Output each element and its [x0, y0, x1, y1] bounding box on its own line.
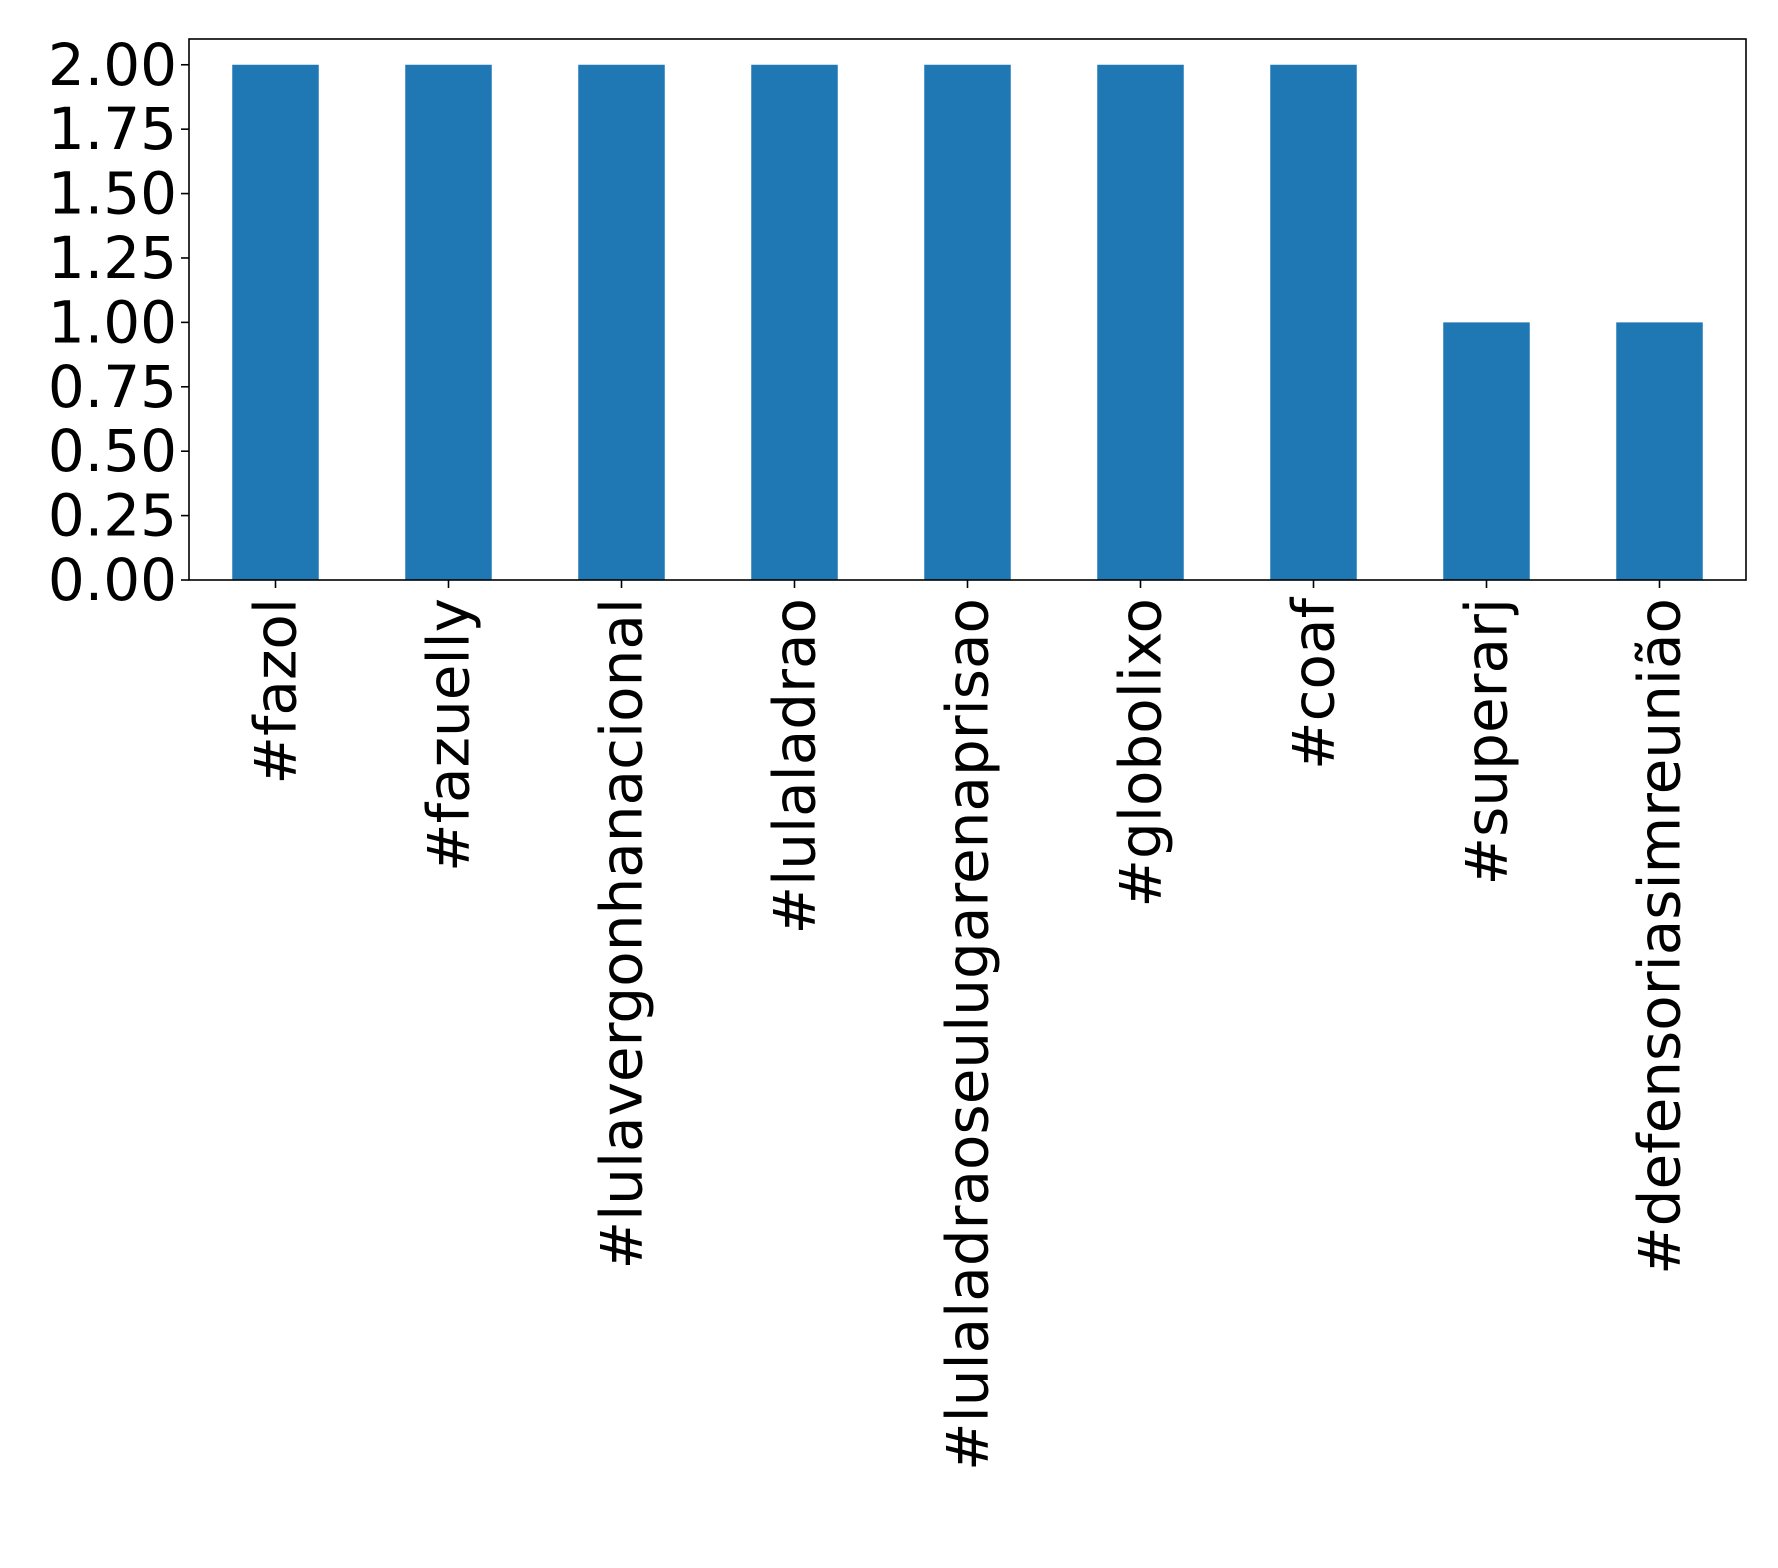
- y-tick-label-2: 0.50: [48, 417, 177, 485]
- x-axis: #fazol #fazuelly #lulavergonhanacional #lul…: [242, 580, 1694, 1471]
- x-tick-label-0: #fazol: [242, 598, 310, 785]
- bar-5: [1097, 64, 1184, 580]
- y-tick-label-8: 2.00: [48, 31, 177, 99]
- x-tick-label-1: #fazuelly: [415, 598, 483, 872]
- bar-3: [751, 64, 838, 580]
- bar-1: [405, 64, 492, 580]
- x-tick-label-2: #lulavergonhanacional: [588, 598, 656, 1270]
- bars-group: [232, 64, 1703, 580]
- y-tick-label-6: 1.50: [48, 160, 177, 228]
- bar-0: [232, 64, 319, 580]
- y-tick-label-1: 0.25: [48, 482, 177, 550]
- x-tick-label-5: #globolixo: [1107, 598, 1175, 908]
- y-tick-label-7: 1.75: [48, 95, 177, 163]
- y-tick-label-4: 1.00: [48, 288, 177, 356]
- x-tick-label-3: #lulaladrao: [761, 598, 829, 934]
- bar-6: [1270, 64, 1357, 580]
- bar-2: [578, 64, 665, 580]
- bar-4: [924, 64, 1011, 580]
- y-tick-label-0: 0.00: [48, 546, 177, 614]
- y-axis: 0.000.250.500.751.001.251.501.752.00: [48, 31, 189, 614]
- x-tick-label-8: #defensoriasimreunião: [1626, 598, 1694, 1275]
- y-tick-label-5: 1.25: [48, 224, 177, 292]
- bar-7: [1443, 322, 1530, 580]
- x-tick-label-4: #lulaladraoseulugarenaprisao: [934, 598, 1002, 1471]
- y-tick-label-3: 0.75: [48, 353, 177, 421]
- x-tick-label-7: #superarj: [1453, 598, 1521, 885]
- x-tick-label-6: #coaf: [1280, 596, 1348, 770]
- bar-8: [1616, 322, 1703, 580]
